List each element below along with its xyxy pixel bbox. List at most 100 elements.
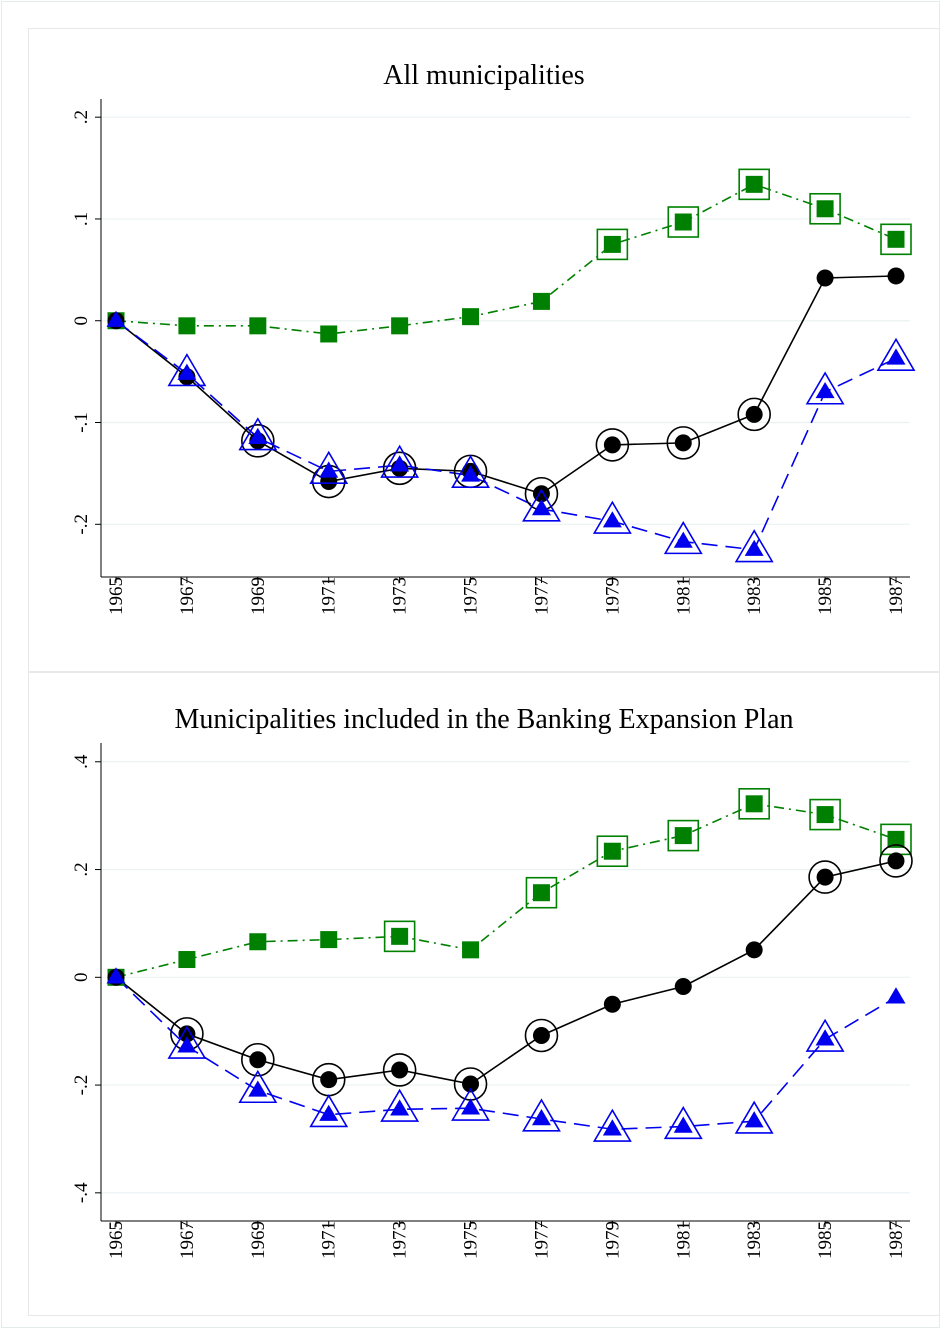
x-tick-label: 1967	[177, 577, 198, 615]
data-point-highlight	[167, 1025, 207, 1059]
data-point	[886, 987, 906, 1004]
data-point-highlight	[592, 1108, 632, 1142]
data-point	[178, 951, 196, 969]
chart-title: All municipalities	[383, 60, 584, 91]
data-point	[320, 325, 338, 343]
data-point-highlight	[309, 450, 349, 484]
x-tick-label: 1983	[744, 1221, 765, 1259]
data-point-highlight	[809, 192, 841, 225]
y-tick-label: .2	[71, 862, 92, 876]
data-point	[462, 941, 480, 959]
data-point	[816, 269, 834, 287]
data-point-highlight	[383, 920, 416, 953]
y-tick-label: .4	[71, 754, 92, 769]
data-point	[745, 941, 763, 959]
data-point-highlight	[808, 860, 842, 894]
data-point	[673, 531, 693, 548]
data-point-highlight	[241, 1042, 275, 1077]
data-point-highlight	[380, 1088, 420, 1122]
data-point-highlight	[309, 1094, 349, 1128]
data-point-highlight	[734, 1100, 774, 1134]
data-point	[603, 995, 621, 1013]
x-tick-label: 1969	[248, 1221, 269, 1259]
series-line	[115, 860, 897, 1085]
y-tick-label: .1	[71, 212, 92, 226]
data-point	[887, 267, 905, 285]
data-point	[391, 317, 409, 335]
data-point	[248, 1080, 268, 1097]
y-tick-label: .2	[71, 110, 92, 124]
data-point	[177, 363, 197, 380]
data-point	[602, 511, 622, 528]
data-point	[887, 830, 905, 848]
chart-svg: Municipalities included in the Banking E…	[71, 704, 913, 1259]
data-point	[531, 1109, 551, 1126]
x-tick-label: 1977	[531, 1221, 552, 1259]
data-point-highlight	[596, 835, 629, 868]
data-point	[887, 230, 905, 248]
data-point-highlight	[382, 451, 417, 486]
x-tick-label: 1985	[815, 577, 836, 615]
data-point	[248, 427, 268, 444]
x-tick-label: 1977	[531, 577, 552, 615]
y-tick-label: 0	[71, 316, 92, 326]
series-line	[115, 320, 897, 551]
data-point-highlight	[451, 1087, 490, 1121]
data-point	[390, 455, 410, 472]
data-point	[249, 317, 267, 335]
data-point	[745, 175, 763, 193]
data-point	[106, 967, 126, 984]
y-tick-label: -.2	[71, 514, 92, 535]
data-point	[177, 1036, 197, 1053]
data-point	[461, 1098, 481, 1115]
chart-panel-banking-expansion: Municipalities included in the Banking E…	[28, 672, 940, 1316]
data-point	[390, 1099, 410, 1116]
data-point-highlight	[667, 206, 700, 238]
data-point-highlight	[238, 1069, 278, 1104]
data-point	[674, 434, 692, 452]
x-tick-label: 1975	[461, 577, 482, 615]
x-tick-label: 1981	[673, 577, 694, 615]
data-point	[319, 1104, 339, 1121]
data-point-highlight	[737, 397, 771, 432]
data-point	[815, 1029, 835, 1046]
chart-svg: All municipalities -.2 -.1 0 .1 .2 1965 1967 196…	[71, 60, 916, 615]
data-point	[320, 931, 338, 949]
data-point-highlight	[666, 426, 701, 460]
y-tick-label: -.1	[71, 412, 92, 433]
y-tick-label: -.2	[71, 1075, 92, 1096]
x-tick-label: 1971	[319, 577, 340, 615]
data-point	[744, 1111, 764, 1128]
data-point-highlight	[667, 819, 700, 852]
data-point-highlight	[880, 223, 912, 256]
x-tick-label: 1981	[673, 1221, 694, 1259]
data-point-highlight	[596, 228, 629, 261]
y-tick-label: -.4	[71, 1182, 92, 1203]
data-point	[603, 842, 621, 860]
data-point	[745, 405, 763, 423]
data-point	[673, 1116, 693, 1133]
x-tick-label: 1983	[744, 577, 765, 615]
series-line	[115, 183, 897, 335]
x-tick-label: 1967	[177, 1221, 198, 1259]
chart-title: Municipalities included in the Banking E…	[174, 704, 793, 735]
data-point	[531, 499, 551, 516]
data-point	[319, 461, 339, 478]
x-tick-label: 1969	[248, 577, 269, 615]
data-point	[887, 852, 905, 870]
x-tick-label: 1971	[319, 1221, 340, 1259]
data-point	[816, 868, 834, 886]
data-point	[603, 235, 621, 253]
data-point-highlight	[663, 521, 703, 555]
data-point	[462, 308, 480, 326]
data-point	[532, 292, 550, 310]
data-point	[391, 927, 409, 945]
data-point	[603, 436, 621, 454]
data-point-highlight	[595, 428, 630, 462]
x-tick-label: 1979	[602, 1221, 623, 1259]
data-point-highlight	[663, 1105, 703, 1140]
data-point-highlight	[879, 844, 913, 878]
data-point-highlight	[524, 1018, 559, 1053]
data-point-highlight	[380, 444, 420, 478]
x-tick-label: 1965	[106, 1221, 127, 1259]
